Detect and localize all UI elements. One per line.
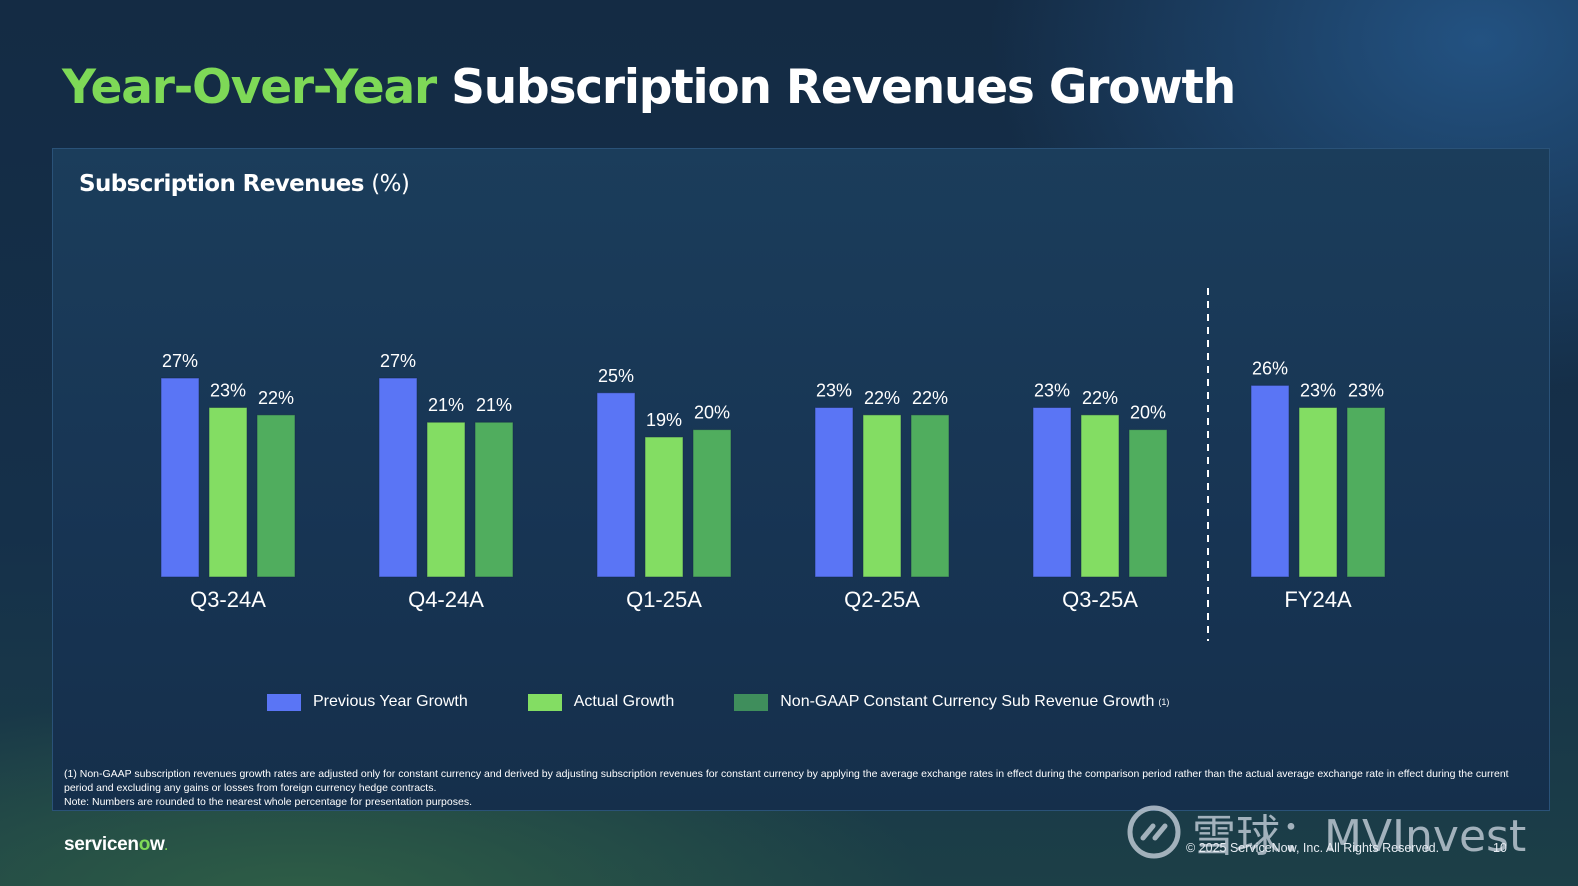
data-label: 21% xyxy=(428,395,464,415)
data-label: 23% xyxy=(1034,380,1070,400)
bar xyxy=(1032,406,1072,578)
bar xyxy=(596,392,636,578)
category-label: Q2-25A xyxy=(844,587,920,612)
category-label: Q3-24A xyxy=(190,587,266,612)
bar-chart: 27% 23% 22% Q3-24A 27% 21% 21% Q4-24A 25% 19% 20% Q… xyxy=(160,288,1386,641)
category-label: FY24A xyxy=(1284,587,1352,612)
watermark-text: 雪球：MVInvest xyxy=(1192,811,1527,862)
data-label: 25% xyxy=(598,366,634,386)
legend-label: Non-GAAP Constant Currency Sub Revenue G… xyxy=(780,693,1155,710)
chart-subtitle-unit: (%) xyxy=(371,171,410,197)
chart-panel: Subscription Revenues (%) 27% 23% 22% Q3-24… xyxy=(52,148,1550,811)
legend-label: Previous Year Growth xyxy=(313,693,468,710)
data-label: 22% xyxy=(912,388,948,408)
title-rest: Subscription Revenues Growth xyxy=(451,60,1236,115)
bar xyxy=(1250,384,1290,578)
logo-dot: . xyxy=(164,839,168,853)
legend-item-previous-year: Previous Year Growth xyxy=(267,693,468,711)
legend-swatch-non-gaap xyxy=(734,693,769,711)
footnote: (1) Non-GAAP subscription revenues growt… xyxy=(64,767,1524,809)
legend-swatch-previous-year xyxy=(267,693,301,711)
logo-text-end: w xyxy=(150,834,165,855)
data-label: 27% xyxy=(162,351,198,371)
chart-subtitle-text: Subscription Revenues xyxy=(79,171,364,197)
bar xyxy=(208,406,248,578)
category-label: Q4-24A xyxy=(408,587,484,612)
legend-item-actual: Actual Growth xyxy=(527,693,675,711)
bar xyxy=(644,436,684,578)
data-label: 23% xyxy=(1300,380,1336,400)
data-label: 22% xyxy=(864,388,900,408)
legend-footnote-marker: (1) xyxy=(1158,697,1170,707)
data-label: 20% xyxy=(1130,403,1166,423)
data-label: 22% xyxy=(258,388,294,408)
bar xyxy=(862,414,902,578)
copyright: © 2025 ServiceNow, Inc. All Rights Reser… xyxy=(1186,841,1440,855)
bar xyxy=(692,429,732,578)
category-label: Q1-25A xyxy=(626,587,702,612)
watermark: 雪球：MVInvest xyxy=(1126,800,1526,864)
chart-legend: Previous Year Growth Actual Growth Non-G… xyxy=(267,693,1229,711)
data-label: 27% xyxy=(380,351,416,371)
bar xyxy=(378,377,418,578)
data-label: 23% xyxy=(210,380,246,400)
servicenow-logo: servicenow. xyxy=(64,834,168,856)
chart-subtitle: Subscription Revenues (%) xyxy=(79,171,410,197)
page-number: 10 xyxy=(1493,841,1507,855)
page-title: Year-Over-Year Subscription Revenues Gro… xyxy=(62,60,1236,115)
footnote-line-1: (1) Non-GAAP subscription revenues growt… xyxy=(64,768,1509,794)
bar xyxy=(1346,406,1386,578)
title-accent: Year-Over-Year xyxy=(62,60,437,115)
bar xyxy=(160,377,200,578)
data-label: 22% xyxy=(1082,388,1118,408)
legend-label: Actual Growth xyxy=(573,693,675,710)
legend-item-non-gaap: Non-GAAP Constant Currency Sub Revenue G… xyxy=(734,693,1169,711)
bar xyxy=(1080,414,1120,578)
data-label: 20% xyxy=(694,403,730,423)
bar xyxy=(910,414,950,578)
category-label: Q3-25A xyxy=(1062,587,1138,612)
bar xyxy=(256,414,296,578)
bar xyxy=(814,406,854,578)
logo-o-icon: o xyxy=(138,834,151,855)
logo-text-start: servicen xyxy=(64,834,139,855)
data-label: 23% xyxy=(1348,380,1384,400)
legend-swatch-actual xyxy=(527,693,562,711)
bar xyxy=(426,421,466,578)
xueqiu-logo-icon xyxy=(1127,805,1181,859)
data-label: 21% xyxy=(476,395,512,415)
bar xyxy=(1298,406,1338,578)
bar xyxy=(474,421,514,578)
data-label: 23% xyxy=(816,380,852,400)
bar xyxy=(1128,429,1168,578)
data-label: 19% xyxy=(646,410,682,430)
footnote-line-2: Note: Numbers are rounded to the nearest… xyxy=(64,796,472,808)
data-label: 26% xyxy=(1252,358,1288,378)
